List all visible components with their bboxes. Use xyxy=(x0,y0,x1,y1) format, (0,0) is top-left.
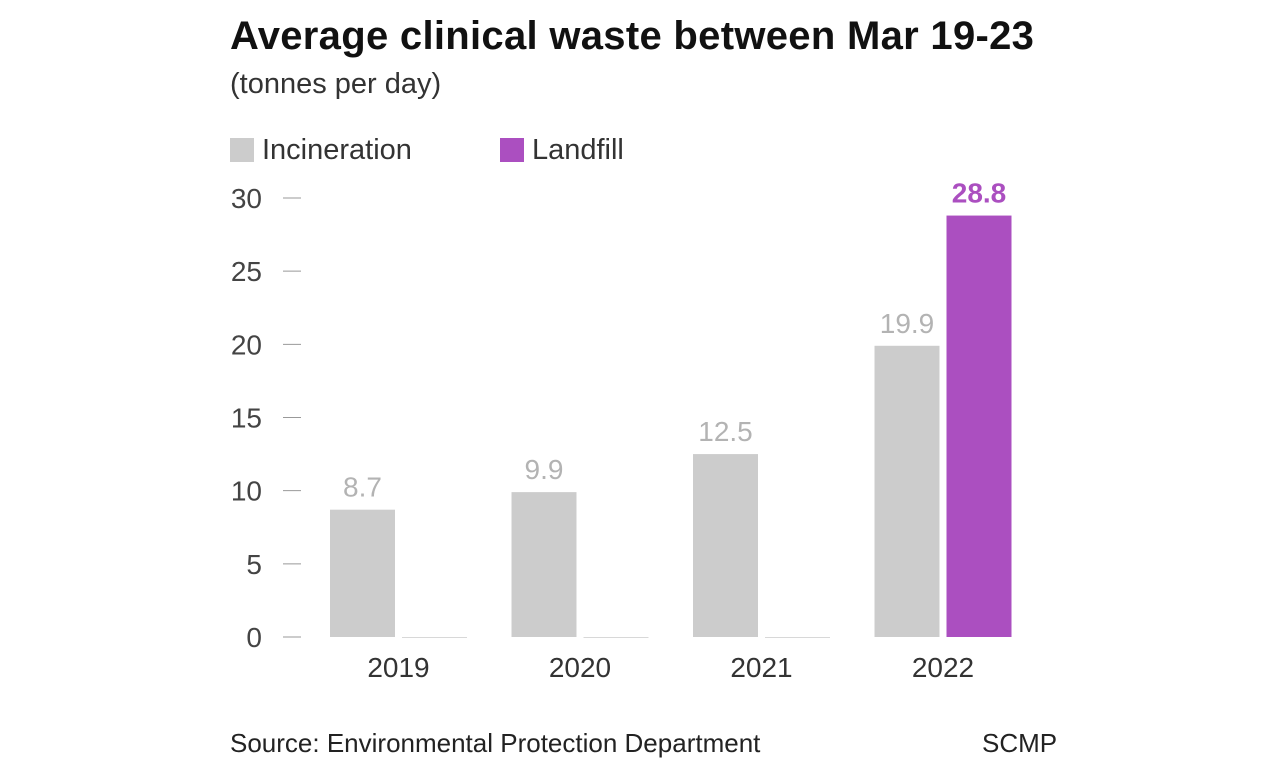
y-tick-label-0: 0 xyxy=(246,622,262,653)
x-tick-label-2019: 2019 xyxy=(367,652,429,683)
x-tick-label-2021: 2021 xyxy=(730,652,792,683)
legend-item-incineration: Incineration xyxy=(230,134,412,167)
x-tick-label-2020: 2020 xyxy=(549,652,611,683)
chart-title: Average clinical waste between Mar 19-23 xyxy=(230,14,1035,58)
y-tick-label-6: 30 xyxy=(231,183,262,214)
y-tick-label-4: 20 xyxy=(231,329,262,360)
data-label-landfill-2022: 28.8 xyxy=(952,178,1007,209)
chart-legend: Incineration Landfill xyxy=(230,130,712,170)
bar-incineration-2020 xyxy=(511,492,577,637)
bar-incineration-2019 xyxy=(330,509,395,637)
data-label-incineration-2019: 8.7 xyxy=(343,472,382,503)
y-tick-label-5: 25 xyxy=(231,256,262,287)
y-tick-label-1: 5 xyxy=(246,549,262,580)
legend-swatch-incineration xyxy=(230,138,254,162)
legend-item-landfill: Landfill xyxy=(499,133,624,167)
y-tick-label-2: 10 xyxy=(231,476,262,507)
bar-landfill-2022 xyxy=(946,215,1012,637)
bar-incineration-2022 xyxy=(874,345,940,637)
data-label-incineration-2020: 9.9 xyxy=(525,454,564,485)
chart-subtitle: (tonnes per day) xyxy=(230,68,442,100)
legend-label-landfill: Landfill xyxy=(531,133,624,166)
data-label-incineration-2021: 12.5 xyxy=(698,416,753,447)
data-label-incineration-2022: 19.9 xyxy=(880,308,935,339)
y-tick-label-3: 15 xyxy=(231,403,262,434)
source-note: Source: Environmental Protection Departm… xyxy=(230,728,761,758)
x-tick-label-2022: 2022 xyxy=(912,652,974,683)
bar-incineration-2021 xyxy=(693,454,758,637)
publisher-credit: SCMP xyxy=(982,728,1058,758)
legend-label-incineration: Incineration xyxy=(262,133,412,166)
legend-swatch-landfill xyxy=(499,138,524,162)
